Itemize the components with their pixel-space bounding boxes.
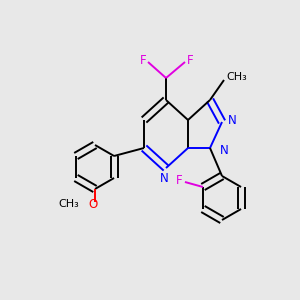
Text: N: N <box>160 172 168 184</box>
Text: CH₃: CH₃ <box>226 72 247 82</box>
Text: N: N <box>220 143 229 157</box>
Text: O: O <box>88 197 98 211</box>
Text: F: F <box>187 53 193 67</box>
Text: F: F <box>176 175 182 188</box>
Text: CH₃: CH₃ <box>58 199 79 209</box>
Text: F: F <box>140 53 146 67</box>
Text: N: N <box>228 113 236 127</box>
